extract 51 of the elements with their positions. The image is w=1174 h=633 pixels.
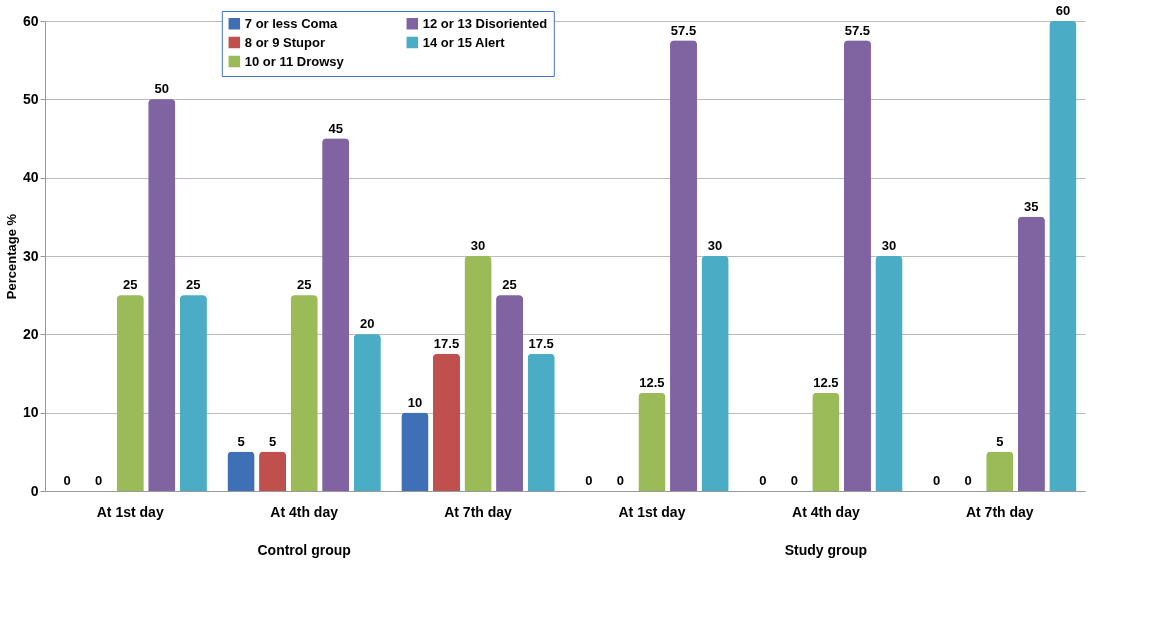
text: Control group	[257, 542, 351, 558]
x-tick-label: At 7th day	[444, 503, 513, 520]
y-tick-label: 50	[22, 90, 39, 107]
x-tick-label: At 1st day	[96, 503, 164, 520]
data-label: 30	[470, 238, 486, 253]
data-label: 0	[95, 473, 103, 488]
data-label: 0	[759, 473, 767, 488]
data-label: 12.5	[639, 375, 665, 391]
data-label: 25	[502, 277, 517, 293]
data-label: 50	[154, 81, 170, 97]
data-label: 20	[360, 316, 375, 332]
y-tick-label: 60	[22, 12, 39, 29]
data-label: 25	[186, 277, 201, 293]
y-tick-label: 20	[22, 325, 39, 342]
data-label: 60	[1055, 3, 1071, 18]
legend-label: 8 or 9 Stupor	[244, 34, 325, 50]
data-label: 5	[996, 433, 1004, 449]
data-label: 30	[881, 238, 897, 253]
data-label: 0	[63, 473, 71, 488]
y-tick-label: 10	[22, 404, 39, 421]
x-tick-label: At 1st day	[618, 503, 686, 520]
data-label: 25	[296, 277, 312, 293]
data-label: 57.5	[670, 22, 697, 38]
y-tick-label: 0	[30, 482, 39, 499]
data-label: 45	[328, 120, 343, 136]
data-label: 0	[616, 473, 625, 488]
x-tick-label: At 4th day	[792, 503, 860, 520]
legend-label: 10 or 11 Drowsy	[244, 53, 345, 69]
data-label: 0	[790, 473, 798, 488]
data-label: 0	[585, 473, 593, 488]
data-label: 12.5	[813, 375, 839, 391]
data-label: 5	[268, 433, 277, 449]
data-label: 0	[964, 473, 972, 488]
data-label: 35	[1024, 198, 1039, 214]
data-label: 57.5	[844, 22, 871, 38]
x-tick-label: At 4th day	[270, 503, 339, 520]
y-axis-title: Percentage %	[3, 213, 19, 300]
data-label: 17.5	[528, 335, 554, 351]
legend-label: 12 or 13 Disoriented	[422, 15, 548, 31]
legend-label: 7 or less Coma	[244, 15, 339, 31]
text: Study group	[784, 542, 868, 558]
data-label: 17.5	[433, 335, 460, 351]
data-label: 30	[707, 238, 723, 253]
data-label: 10	[407, 394, 423, 410]
data-label: 5	[237, 433, 245, 449]
data-label: 0	[933, 473, 941, 488]
legend-label: 14 or 15 Alert	[422, 34, 506, 50]
y-tick-label: 30	[22, 247, 39, 264]
y-tick-label: 40	[22, 169, 39, 186]
data-label: 25	[122, 277, 138, 293]
x-tick-label: At 7th day	[965, 503, 1034, 520]
